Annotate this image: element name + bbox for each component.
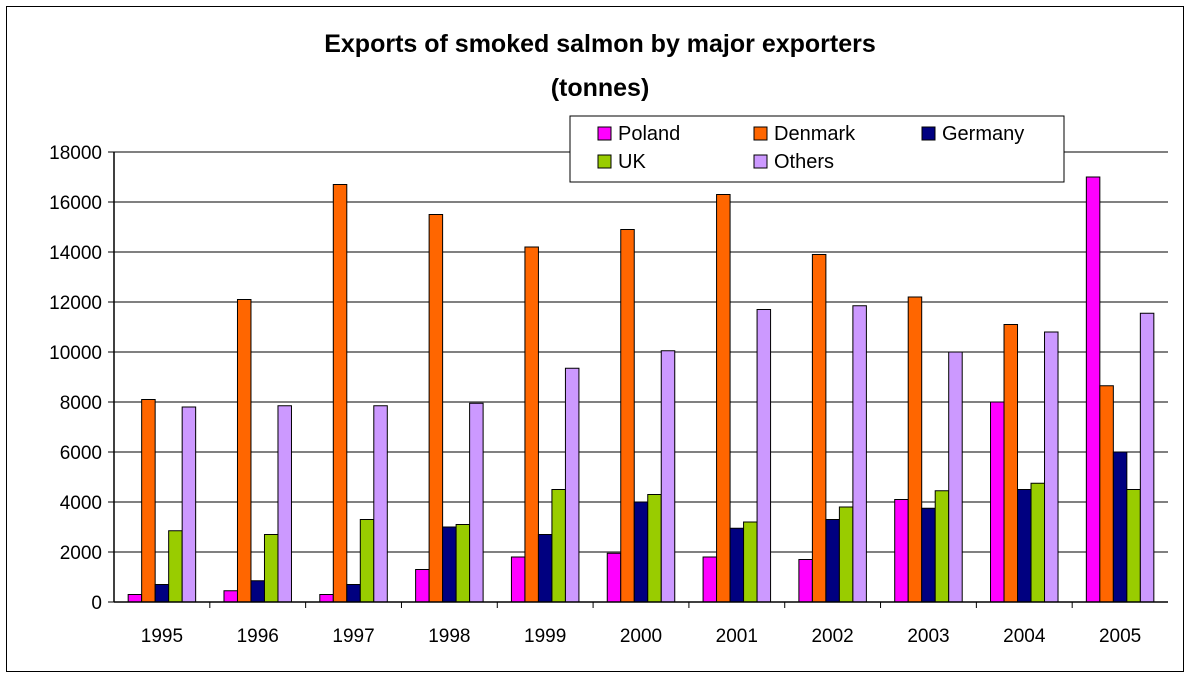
bar-denmark-1999 xyxy=(524,246,539,603)
bar-germany-1999 xyxy=(537,534,553,603)
bar-germany-1997 xyxy=(346,584,361,603)
bar-germany-2004 xyxy=(1017,489,1032,603)
bar-denmark-2005 xyxy=(1099,385,1114,603)
bar-germany-2005 xyxy=(1112,451,1128,603)
legend-swatch-denmark xyxy=(753,126,768,141)
bar-others-2001 xyxy=(756,309,772,603)
bar-others-1997 xyxy=(373,405,388,603)
x-tick-labels: 1995 1996 1997 1998 1999 2000 2001 2002 2003 2004… xyxy=(141,602,1141,647)
bar-others-1998 xyxy=(469,402,484,603)
legend-swatch-germany xyxy=(921,126,936,141)
bar-uk-2004 xyxy=(1030,482,1046,603)
bar-others-1995 xyxy=(181,406,197,603)
bar-germany-2003 xyxy=(921,507,936,603)
bar-poland-1995 xyxy=(127,594,143,603)
bar-poland-2005 xyxy=(1085,176,1101,603)
bar-others-1999 xyxy=(564,367,580,603)
bar-denmark-2001 xyxy=(716,194,731,603)
bar-denmark-2002 xyxy=(811,254,827,603)
legend-label-denmark: Denmark xyxy=(774,123,856,145)
bar-uk-1998 xyxy=(455,524,471,603)
x-tick-label: 1996 xyxy=(237,626,279,647)
bar-poland-1998 xyxy=(415,569,430,603)
x-tick-label: 1997 xyxy=(332,626,374,647)
legend-label-others: Others xyxy=(774,151,834,173)
bar-germany-2000 xyxy=(633,501,649,603)
bar-germany-2001 xyxy=(729,527,745,603)
y-tick-label: 4000 xyxy=(60,493,102,514)
bar-uk-1995 xyxy=(168,530,183,603)
legend-swatch-uk xyxy=(597,154,612,169)
y-tick-label: 2000 xyxy=(60,543,102,564)
x-tick-label: 2000 xyxy=(620,626,662,647)
x-tick-label: 1995 xyxy=(141,626,183,647)
x-tick-label: 1999 xyxy=(524,626,566,647)
bars xyxy=(127,176,1155,603)
bar-germany-2002 xyxy=(825,519,840,603)
y-tick-label: 6000 xyxy=(60,443,102,464)
bar-denmark-2000 xyxy=(620,229,635,603)
bar-uk-2002 xyxy=(838,506,854,603)
x-tick-label: 2005 xyxy=(1099,626,1141,647)
legend-box xyxy=(569,115,1065,183)
bar-uk-2005 xyxy=(1126,489,1141,603)
bar-germany-1995 xyxy=(154,584,170,603)
bar-poland-2003 xyxy=(894,499,909,603)
bar-germany-1996 xyxy=(250,580,265,603)
bar-germany-1998 xyxy=(442,526,457,603)
legend-swatch-poland xyxy=(597,126,612,141)
bar-denmark-2004 xyxy=(1003,324,1019,603)
y-tick-label: 8000 xyxy=(60,393,102,414)
bar-poland-1997 xyxy=(319,594,334,603)
axes xyxy=(113,152,1168,603)
y-tick-label: 18000 xyxy=(49,143,102,164)
bar-poland-1999 xyxy=(510,556,526,603)
y-tick-label: 16000 xyxy=(49,193,102,214)
bar-uk-2001 xyxy=(743,521,758,603)
bar-denmark-2003 xyxy=(907,296,923,603)
bar-uk-2000 xyxy=(647,494,662,603)
bar-uk-1999 xyxy=(551,489,566,603)
chart-title-line1: Exports of smoked salmon by major export… xyxy=(324,30,876,58)
x-tick-label: 2001 xyxy=(716,626,758,647)
bar-poland-1996 xyxy=(223,590,238,603)
y-tick-label: 0 xyxy=(91,593,102,614)
legend-label-uk: UK xyxy=(618,151,646,173)
bar-others-2002 xyxy=(852,305,867,603)
bar-poland-2004 xyxy=(990,401,1005,603)
bar-poland-2000 xyxy=(606,552,622,603)
bar-others-2000 xyxy=(660,350,676,603)
bar-others-2005 xyxy=(1139,312,1155,603)
bar-others-2004 xyxy=(1044,331,1059,603)
legend: Poland Denmark Germany UK Others xyxy=(569,115,1065,183)
bar-others-1996 xyxy=(277,405,292,603)
chart-title-line2: (tonnes) xyxy=(551,74,650,102)
bar-uk-1996 xyxy=(263,534,279,603)
x-tick-label: 2002 xyxy=(811,626,853,647)
bar-others-2003 xyxy=(948,351,963,603)
legend-label-germany: Germany xyxy=(942,123,1024,145)
legend-label-poland: Poland xyxy=(618,123,680,145)
bar-denmark-1997 xyxy=(332,184,348,603)
bar-denmark-1998 xyxy=(428,214,444,603)
bar-poland-2002 xyxy=(798,559,813,603)
bar-poland-2001 xyxy=(702,556,718,603)
bar-denmark-1996 xyxy=(236,299,252,603)
y-tick-label: 10000 xyxy=(49,343,102,364)
x-tick-label: 2003 xyxy=(907,626,949,647)
y-tick-labels: 0 2000 4000 6000 8000 10000 12000 14000 16000 180… xyxy=(49,143,114,614)
legend-swatch-others xyxy=(753,154,768,169)
y-tick-label: 14000 xyxy=(49,243,102,264)
bar-denmark-1995 xyxy=(141,399,156,603)
bar-uk-2003 xyxy=(934,490,950,603)
x-tick-label: 1998 xyxy=(428,626,470,647)
y-tick-label: 12000 xyxy=(49,293,102,314)
x-tick-label: 2004 xyxy=(1003,626,1046,647)
bar-uk-1997 xyxy=(359,519,375,603)
